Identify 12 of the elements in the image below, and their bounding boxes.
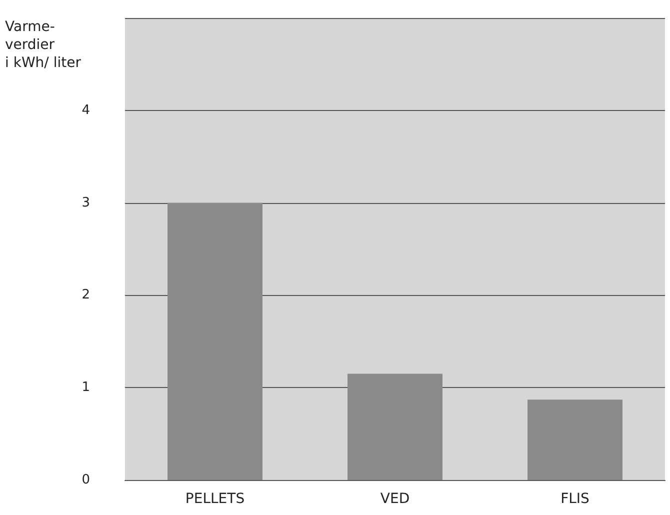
y-tick-label: 3 — [82, 195, 90, 210]
y-tick-label: 2 — [82, 288, 90, 303]
y-axis-title: Varme- verdier i kWh/ liter — [5, 19, 82, 71]
bar — [348, 374, 442, 480]
y-tick-label: 0 — [82, 472, 90, 488]
y-tick-label: 4 — [82, 102, 90, 118]
x-tick-label: FLIS — [560, 491, 590, 507]
y-tick-label: 1 — [82, 380, 90, 396]
x-tick-label: PELLETS — [185, 491, 245, 507]
bar — [168, 202, 262, 480]
bar — [528, 400, 622, 480]
x-tick-label: VED — [380, 491, 410, 507]
